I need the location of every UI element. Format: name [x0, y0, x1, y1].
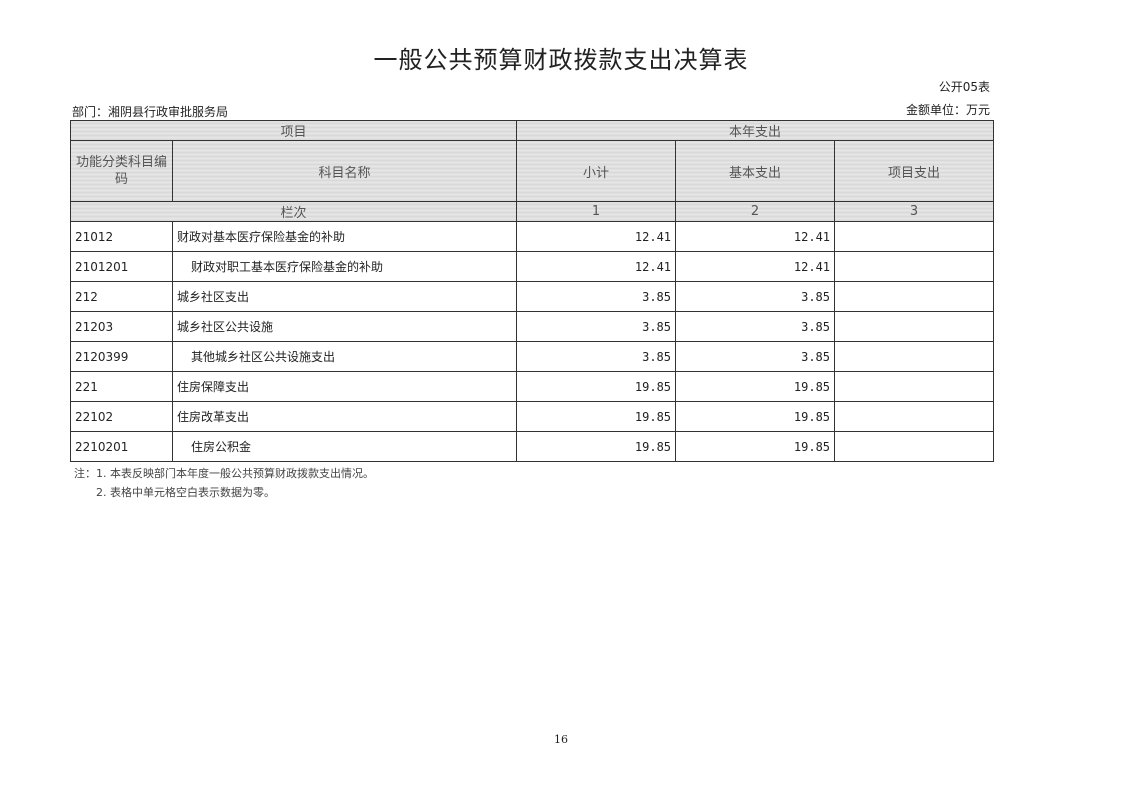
expenditure-table: 项目 本年支出 功能分类科目编码 科目名称 小计 基本支出 项目支出 栏次 1 …	[69, 120, 995, 462]
table-row: 2210201 住房公积金 19.85 19.85	[70, 431, 995, 462]
header-subtotal: 小计	[516, 140, 677, 202]
table-row: 212 城乡社区支出 3.85 3.85	[70, 281, 995, 312]
cell-name: 住房公积金	[171, 431, 518, 462]
cell-basic: 3.85	[675, 311, 836, 342]
header-col2: 2	[675, 201, 836, 222]
note-1: 注：1. 本表反映部门本年度一般公共预算财政拨款支出情况。	[74, 467, 374, 480]
cell-project	[834, 401, 995, 432]
cell-code: 21203	[70, 311, 173, 342]
table-row: 221 住房保障支出 19.85 19.85	[70, 371, 995, 402]
header-col1: 1	[516, 201, 677, 222]
header-project: 项目支出	[834, 140, 995, 202]
cell-project	[834, 311, 995, 342]
cell-code: 21012	[70, 221, 173, 252]
cell-project	[834, 281, 995, 312]
cell-subtotal: 19.85	[516, 431, 677, 462]
cell-subtotal: 3.85	[516, 311, 677, 342]
header-column-no: 栏次	[69, 201, 518, 222]
cell-project	[834, 251, 995, 282]
cell-basic: 19.85	[675, 401, 836, 432]
header-code: 功能分类科目编码	[70, 140, 173, 202]
cell-subtotal: 3.85	[516, 341, 677, 372]
cell-basic: 19.85	[675, 431, 836, 462]
cell-code: 2120399	[70, 341, 173, 372]
table-row: 21203 城乡社区公共设施 3.85 3.85	[70, 311, 995, 342]
header-current-year: 本年支出	[516, 120, 995, 141]
table-row: 22102 住房改革支出 19.85 19.85	[70, 401, 995, 432]
cell-project	[834, 431, 995, 462]
cell-name: 其他城乡社区公共设施支出	[171, 341, 518, 372]
cell-subtotal: 19.85	[516, 371, 677, 402]
cell-name: 城乡社区支出	[171, 281, 518, 312]
cell-name: 住房保障支出	[171, 371, 518, 402]
cell-name: 财政对基本医疗保险基金的补助	[171, 221, 518, 252]
cell-basic: 19.85	[675, 371, 836, 402]
unit-label: 金额单位：万元	[905, 103, 990, 117]
cell-subtotal: 19.85	[516, 401, 677, 432]
cell-name: 财政对职工基本医疗保险基金的补助	[171, 251, 518, 282]
table-row: 21012 财政对基本医疗保险基金的补助 12.41 12.41	[70, 221, 995, 252]
cell-project	[834, 221, 995, 252]
header-name: 科目名称	[171, 140, 518, 202]
cell-basic: 12.41	[675, 251, 836, 282]
cell-basic: 3.85	[675, 341, 836, 372]
department-label: 部门：湘阴县行政审批服务局	[72, 105, 229, 119]
cell-code: 2101201	[70, 251, 173, 282]
note-2: 2. 表格中单元格空白表示数据为零。	[96, 486, 275, 499]
cell-code: 212	[70, 281, 173, 312]
cell-code: 2210201	[70, 431, 173, 462]
page-title: 一般公共预算财政拨款支出决算表	[373, 46, 749, 74]
cell-subtotal: 12.41	[516, 251, 677, 282]
cell-code: 221	[70, 371, 173, 402]
header-basic: 基本支出	[675, 140, 836, 202]
header-item: 项目	[69, 120, 518, 141]
table-row: 2120399 其他城乡社区公共设施支出 3.85 3.85	[70, 341, 995, 372]
notes: 注：1. 本表反映部门本年度一般公共预算财政拨款支出情况。 2. 表格中单元格空…	[74, 464, 374, 502]
cell-name: 城乡社区公共设施	[171, 311, 518, 342]
cell-project	[834, 371, 995, 402]
cell-basic: 12.41	[675, 221, 836, 252]
form-number: 公开05表	[938, 80, 990, 94]
cell-subtotal: 12.41	[516, 221, 677, 252]
page-number: 16	[554, 733, 568, 746]
header-col3: 3	[834, 201, 995, 222]
cell-subtotal: 3.85	[516, 281, 677, 312]
cell-name: 住房改革支出	[171, 401, 518, 432]
cell-code: 22102	[70, 401, 173, 432]
cell-project	[834, 341, 995, 372]
table-row: 2101201 财政对职工基本医疗保险基金的补助 12.41 12.41	[70, 251, 995, 282]
cell-basic: 3.85	[675, 281, 836, 312]
